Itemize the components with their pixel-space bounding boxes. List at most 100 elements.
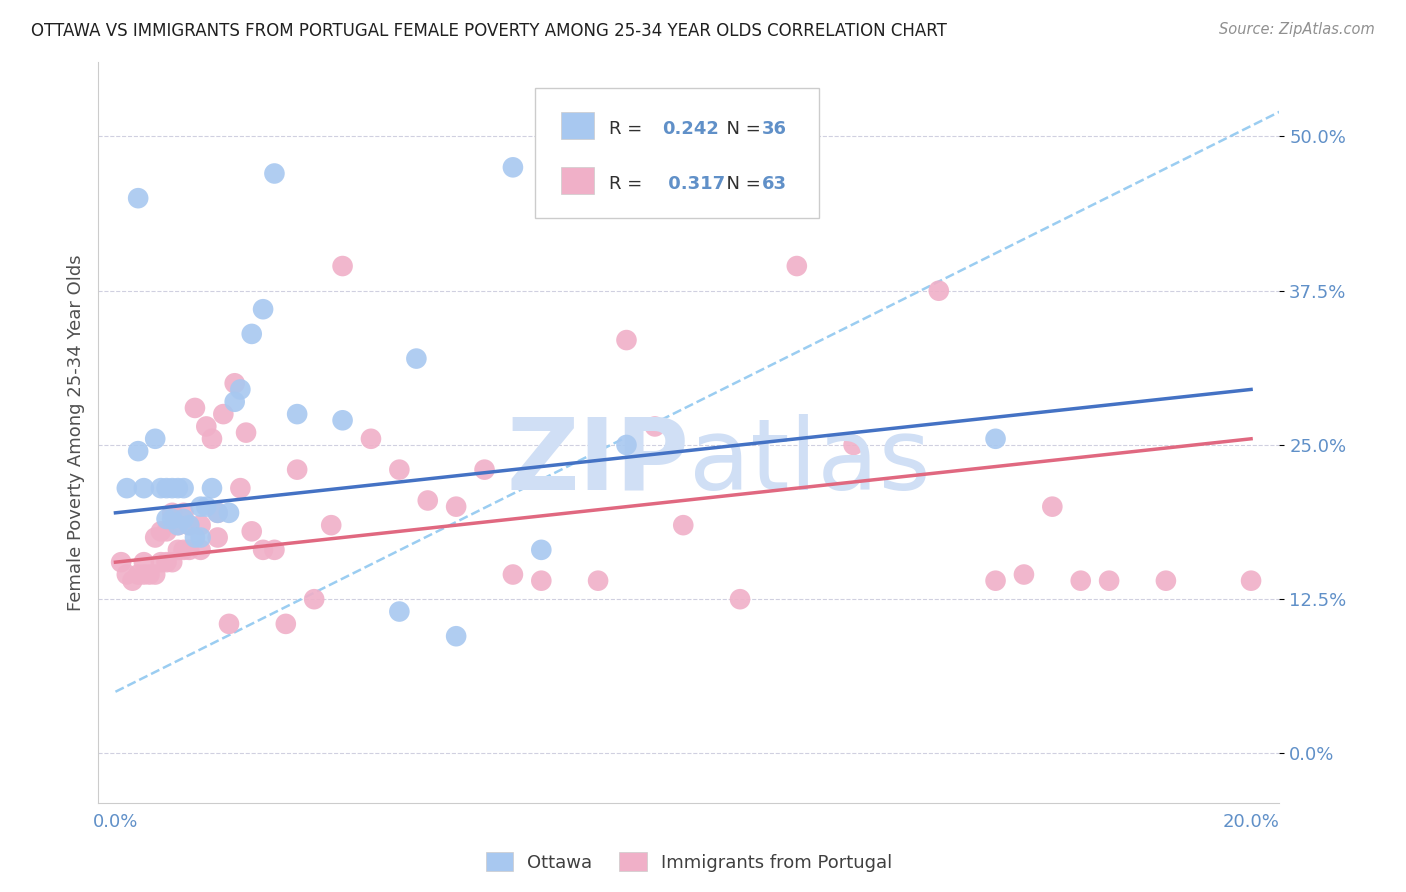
Point <box>416 493 439 508</box>
Point <box>218 616 240 631</box>
Point <box>1154 574 1177 588</box>
Point <box>586 574 609 588</box>
Point <box>530 542 553 557</box>
Point <box>195 419 218 434</box>
Text: atlas: atlas <box>689 414 931 511</box>
Point <box>644 419 666 434</box>
Point <box>616 438 638 452</box>
Point <box>143 567 166 582</box>
Point <box>115 567 138 582</box>
Point <box>190 542 212 557</box>
Y-axis label: Female Poverty Among 25-34 Year Olds: Female Poverty Among 25-34 Year Olds <box>66 254 84 611</box>
Point <box>184 401 207 415</box>
Point <box>786 259 808 273</box>
Point <box>138 567 160 582</box>
Point <box>321 518 343 533</box>
Point <box>984 574 1007 588</box>
Point <box>132 555 155 569</box>
Point <box>332 413 354 427</box>
Point <box>195 500 218 514</box>
Point <box>155 512 177 526</box>
Point <box>167 518 190 533</box>
Point <box>190 500 212 514</box>
Point <box>1040 500 1063 514</box>
Point <box>728 592 751 607</box>
Point <box>444 629 467 643</box>
Text: N =: N = <box>714 175 766 193</box>
Point <box>167 481 190 495</box>
Point <box>240 524 263 539</box>
Point <box>332 259 354 273</box>
Point <box>167 518 190 533</box>
Point <box>132 481 155 495</box>
Point <box>173 506 195 520</box>
Point <box>173 512 195 526</box>
Point <box>984 432 1007 446</box>
Text: OTTAWA VS IMMIGRANTS FROM PORTUGAL FEMALE POVERTY AMONG 25-34 YEAR OLDS CORRELAT: OTTAWA VS IMMIGRANTS FROM PORTUGAL FEMAL… <box>31 22 946 40</box>
Point <box>127 444 149 458</box>
Point <box>162 512 183 526</box>
Point <box>207 506 229 520</box>
Point <box>274 616 297 631</box>
Text: 63: 63 <box>762 175 787 193</box>
Point <box>173 542 195 557</box>
Legend: Ottawa, Immigrants from Portugal: Ottawa, Immigrants from Portugal <box>478 845 900 879</box>
Point <box>616 333 638 347</box>
Bar <box>561 112 595 139</box>
Point <box>173 481 195 495</box>
Point <box>149 524 172 539</box>
Point <box>155 555 177 569</box>
Point <box>1070 574 1092 588</box>
Point <box>928 284 950 298</box>
Point <box>263 166 285 180</box>
Text: R =: R = <box>609 175 648 193</box>
Text: 0.317: 0.317 <box>662 175 725 193</box>
Point <box>149 555 172 569</box>
Text: 0.242: 0.242 <box>662 120 718 138</box>
Bar <box>561 168 595 194</box>
Point <box>143 432 166 446</box>
Point <box>235 425 257 440</box>
Point <box>115 481 138 495</box>
Point <box>444 500 467 514</box>
Point <box>179 518 201 533</box>
Point <box>388 605 411 619</box>
Text: Source: ZipAtlas.com: Source: ZipAtlas.com <box>1219 22 1375 37</box>
Point <box>252 302 274 317</box>
Point <box>1098 574 1121 588</box>
Point <box>162 481 183 495</box>
Point <box>530 574 553 588</box>
Point <box>360 432 382 446</box>
Text: ZIP: ZIP <box>506 414 689 511</box>
Point <box>167 542 190 557</box>
Point <box>212 407 235 421</box>
Point <box>127 567 149 582</box>
Point <box>190 531 212 545</box>
Text: 36: 36 <box>762 120 787 138</box>
Point <box>672 518 695 533</box>
Point <box>1240 574 1263 588</box>
Point <box>842 438 865 452</box>
Point <box>184 531 207 545</box>
Point <box>162 555 183 569</box>
FancyBboxPatch shape <box>536 88 818 218</box>
Point <box>405 351 427 366</box>
Point <box>179 542 201 557</box>
Text: N =: N = <box>714 120 766 138</box>
Point <box>155 524 177 539</box>
Point <box>127 191 149 205</box>
Point <box>110 555 132 569</box>
Point <box>229 383 252 397</box>
Point <box>190 518 212 533</box>
Point <box>207 531 229 545</box>
Point <box>201 481 224 495</box>
Point <box>218 506 240 520</box>
Point <box>179 518 201 533</box>
Point <box>388 462 411 476</box>
Point <box>121 574 143 588</box>
Point <box>132 567 155 582</box>
Point <box>224 376 246 391</box>
Point <box>224 394 246 409</box>
Point <box>1012 567 1035 582</box>
Point <box>240 326 263 341</box>
